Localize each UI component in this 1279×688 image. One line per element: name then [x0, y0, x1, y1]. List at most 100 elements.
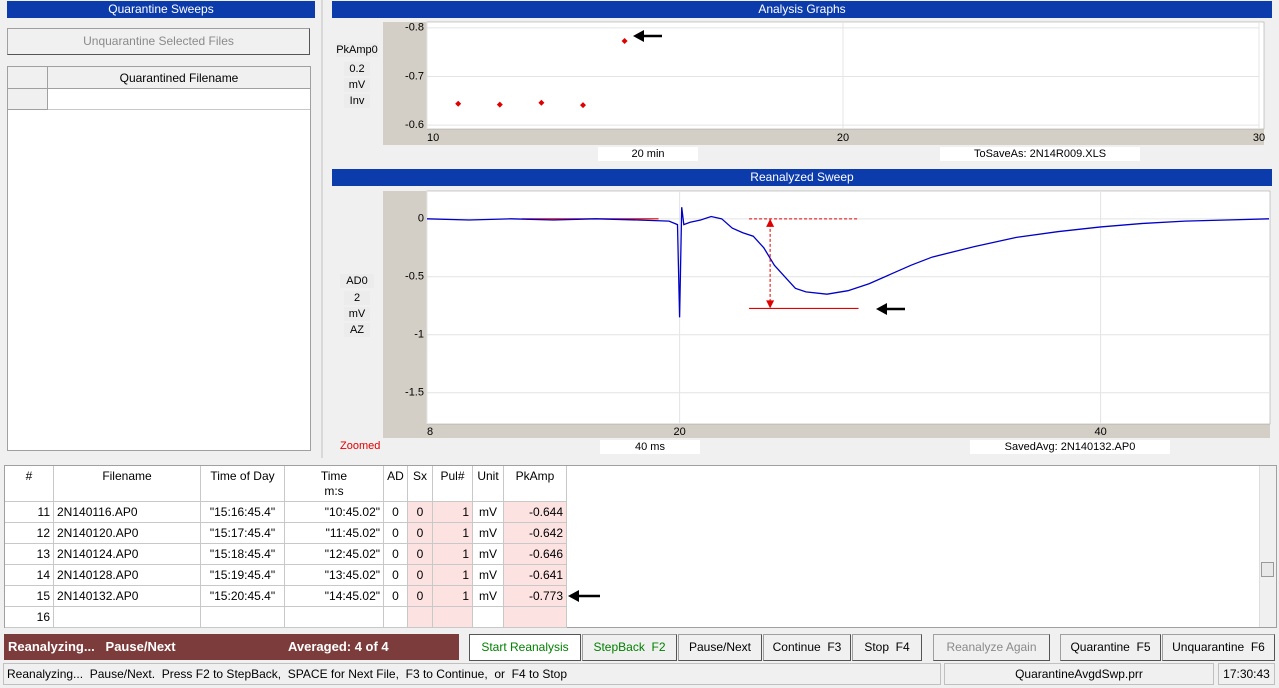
scroll-thumb[interactable]	[1261, 562, 1274, 577]
table-cell: 0	[408, 586, 433, 607]
stop-button[interactable]: Stop F4	[852, 634, 922, 661]
column-header: Time m:s	[285, 466, 384, 502]
y-axis-label: AD0	[340, 274, 374, 288]
x-tick-label: 20	[673, 426, 685, 438]
y-axis-label: Inv	[344, 94, 370, 108]
row-number: 11	[5, 502, 54, 523]
table-cell: -0.644	[504, 502, 567, 523]
unquarantine-button[interactable]: Unquarantine Selected Files	[7, 28, 310, 55]
table-cell: "15:19:45.4"	[201, 565, 285, 586]
panel-title: Reanalyzed Sweep	[332, 169, 1272, 186]
status-time: 17:30:43	[1218, 663, 1275, 685]
table-cell: "15:18:45.4"	[201, 544, 285, 565]
table-cell: 0	[408, 544, 433, 565]
table-cell	[408, 607, 433, 628]
y-tick-label: -0.8	[405, 22, 424, 34]
header-corner	[8, 67, 48, 89]
table-cell: -0.773	[504, 586, 567, 607]
reanalyze-button[interactable]: Reanalyze Again	[933, 634, 1050, 661]
data-point	[621, 37, 628, 44]
column-header: PkAmp	[504, 466, 567, 502]
arrow	[633, 30, 662, 42]
pause-button[interactable]: Pause/Next	[678, 634, 762, 661]
table-cell	[201, 607, 285, 628]
table-cell: "10:45.02"	[285, 502, 384, 523]
column-header: Sx	[408, 466, 433, 502]
row-number: 14	[5, 565, 54, 586]
y-axis-label: AZ	[344, 323, 370, 337]
y-tick-label: -0.6	[405, 119, 424, 131]
table-cell: mV	[473, 523, 504, 544]
x-tick-label: 30	[1253, 132, 1265, 144]
table-cell: 0	[384, 586, 408, 607]
table-cell: 2N140124.AP0	[54, 544, 201, 565]
y-axis-label: PkAmp0	[336, 43, 378, 57]
y-axis-label: 2	[344, 291, 370, 305]
quarantine-button[interactable]: Quarantine F5	[1060, 634, 1161, 661]
plots: -0.8 -0.7 -0.610 20 30 0 -0.5 -1 -1.5 8 20 40	[383, 21, 1271, 438]
table-cell: "14:45.02"	[285, 586, 384, 607]
scrollbar[interactable]	[1259, 466, 1276, 627]
table-cell: 2N140128.AP0	[54, 565, 201, 586]
table-cell: -0.642	[504, 523, 567, 544]
table-cell: "12:45.02"	[285, 544, 384, 565]
averaged-count: Averaged: 4 of 4	[288, 639, 389, 654]
plot-area	[426, 190, 1271, 425]
saved-avg-label: SavedAvg: 2N140132.AP0	[970, 440, 1170, 454]
status-message: Reanalyzing... Pause/Next. Press F2 to S…	[3, 663, 941, 685]
table-cell	[504, 607, 567, 628]
y-tick-label: -1	[414, 329, 424, 341]
table-cell: 0	[384, 502, 408, 523]
table-cell: 0	[408, 523, 433, 544]
table-cell: "15:16:45.4"	[201, 502, 285, 523]
y-axis-label: 0.2	[344, 62, 370, 76]
progress-box: Reanalyzing... Pause/Next Averaged: 4 of…	[4, 634, 459, 660]
stepback-button[interactable]: StepBack F2	[582, 634, 677, 661]
status-file: QuarantineAvgdSwp.prr	[944, 663, 1214, 685]
column-header: Unit	[473, 466, 504, 502]
unquarantine-button[interactable]: Unquarantine F6	[1162, 634, 1275, 661]
arrow	[876, 303, 905, 315]
y-axis-label: mV	[344, 307, 370, 321]
x-tick-label: 8	[427, 426, 433, 438]
data-point	[538, 99, 545, 106]
table-cell: 2N140120.AP0	[54, 523, 201, 544]
table-cell: "13:45.02"	[285, 565, 384, 586]
row-number: 13	[5, 544, 54, 565]
panel-title: Quarantine Sweeps	[7, 1, 315, 18]
row-number: 15	[5, 586, 54, 607]
panel-title: Analysis Graphs	[332, 1, 1272, 18]
start-button[interactable]: Start Reanalysis	[469, 634, 581, 661]
continue-button[interactable]: Continue F3	[763, 634, 851, 661]
table-cell	[285, 607, 384, 628]
y-tick-label: -1.5	[405, 387, 424, 399]
empty-row	[48, 89, 310, 110]
table-cell: mV	[473, 544, 504, 565]
row-header	[8, 89, 48, 110]
table-cell: "11:45.02"	[285, 523, 384, 544]
plot-area	[426, 21, 1265, 130]
table-cell: 0	[408, 502, 433, 523]
column-header: Quarantined Filename	[48, 67, 310, 89]
column-header: AD	[384, 466, 408, 502]
table-cell: mV	[473, 565, 504, 586]
table-cell: "15:17:45.4"	[201, 523, 285, 544]
quarantine-list	[7, 66, 311, 451]
data-point	[455, 100, 462, 107]
table-cell: 1	[433, 544, 473, 565]
column-header: Pul#	[433, 466, 473, 502]
x-tick-label: 20	[837, 132, 849, 144]
save-file-label: ToSaveAs: 2N14R009.XLS	[940, 147, 1140, 161]
row-number: 12	[5, 523, 54, 544]
table-cell: 2N140116.AP0	[54, 502, 201, 523]
table-cell: 1	[433, 523, 473, 544]
table-cell: mV	[473, 586, 504, 607]
x-tick-label: 10	[427, 132, 439, 144]
table-cell: 0	[384, 544, 408, 565]
table-cell	[384, 607, 408, 628]
table-cell	[433, 607, 473, 628]
y-tick-label: -0.5	[405, 271, 424, 283]
table-cell: -0.646	[504, 544, 567, 565]
